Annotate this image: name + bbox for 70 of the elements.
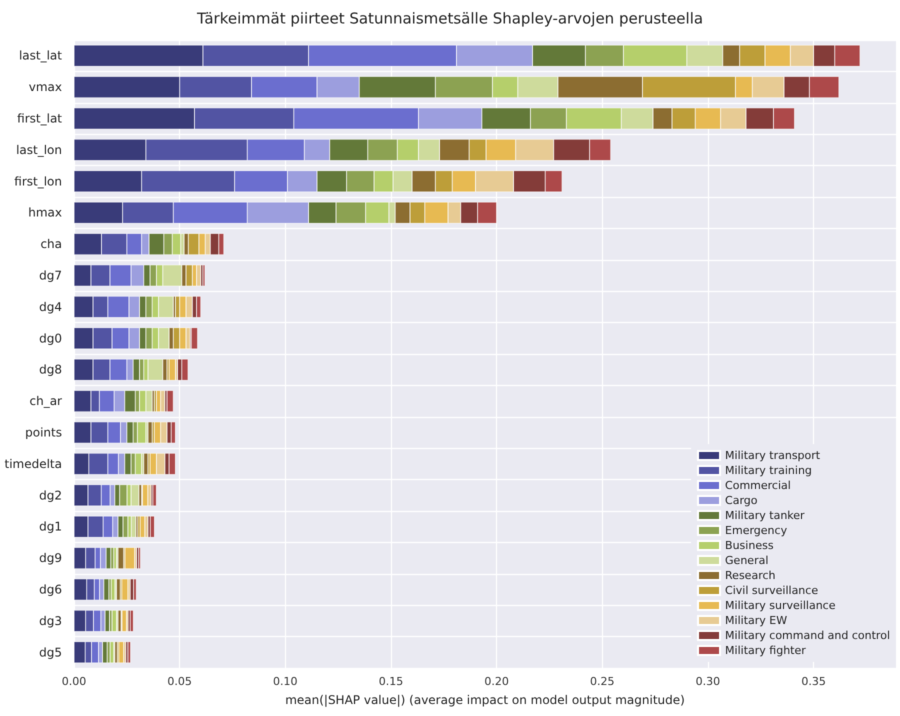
bar	[110, 642, 114, 663]
y-tick-label: ch_ar	[30, 394, 62, 408]
legend-label: Civil surveillance	[725, 584, 818, 597]
legend-label: Military training	[725, 464, 812, 477]
x-tick-label: 0.00	[62, 675, 86, 688]
y-tick-label: points	[25, 426, 62, 440]
bar	[148, 359, 163, 380]
bar	[142, 484, 148, 506]
bar	[137, 422, 146, 444]
bar	[122, 610, 126, 632]
bar	[156, 390, 161, 412]
legend-label: Emergency	[725, 524, 788, 537]
y-tick-label: dg1	[39, 520, 62, 534]
x-tick-label: 0.05	[167, 675, 192, 688]
y-tick-label: cha	[40, 237, 62, 252]
y-tick-label: last_lon	[16, 142, 62, 157]
bar	[130, 578, 134, 600]
y-tick-label: dg6	[39, 582, 62, 596]
y-tick-label: first_lon	[14, 174, 62, 188]
bar	[102, 642, 108, 663]
legend-label: Commercial	[725, 479, 791, 492]
chart-title: Tärkeimmät piirteet Satunnaismetsälle Shapley-arvojen perusteella	[196, 10, 704, 28]
bar	[104, 578, 109, 600]
y-tick-label: dg3	[39, 614, 62, 628]
legend-label: Military surveillance	[725, 599, 836, 612]
y-tick-label: dg2	[39, 488, 62, 502]
x-tick-label: 0.30	[696, 675, 720, 688]
bar	[166, 390, 174, 412]
bar	[169, 359, 176, 380]
bar	[144, 453, 148, 475]
bar	[131, 516, 136, 538]
bar	[171, 422, 176, 444]
y-tick-label: dg7	[39, 268, 62, 282]
bar	[128, 642, 131, 663]
x-tick-label: 0.10	[273, 675, 298, 688]
bar	[118, 642, 124, 663]
x-tick-label: 0.15	[378, 675, 404, 688]
bar	[135, 453, 142, 475]
bar	[148, 422, 152, 444]
bar	[160, 390, 165, 412]
y-tick-label: dg4	[39, 300, 62, 314]
y-tick-label: dg9	[39, 551, 62, 566]
bar	[186, 264, 192, 286]
bar	[182, 359, 188, 380]
x-axis-title: mean(|SHAP value|) (average impact on model output magnitude)	[285, 693, 685, 707]
y-tick-label: dg0	[39, 331, 62, 346]
x-tick-label: 0.20	[484, 675, 509, 688]
legend-label: General	[725, 554, 768, 567]
y-tick-label: first_lat	[17, 112, 62, 126]
legend-label: Business	[725, 539, 774, 552]
legend-label: Military command and control	[725, 629, 890, 642]
x-tick-label: 0.25	[590, 675, 615, 688]
legend-label: Research	[725, 569, 776, 582]
x-tick-label: 0.35	[801, 675, 826, 688]
legend-label: Military EW	[725, 614, 788, 627]
y-tick-label: hmax	[28, 206, 62, 220]
y-tick-label: dg8	[39, 362, 62, 377]
y-tick-label: dg5	[39, 645, 62, 660]
legend-label: Military transport	[725, 449, 821, 462]
bar	[140, 516, 145, 538]
bar	[130, 610, 134, 632]
bar	[134, 578, 136, 600]
y-tick-label: timedelta	[4, 456, 62, 471]
legend-label: Military tanker	[725, 509, 806, 522]
y-tick-label: last_lat	[18, 48, 62, 63]
bar	[150, 516, 155, 538]
legend-label: Military fighter	[725, 644, 806, 657]
legend-label: Cargo	[725, 494, 758, 507]
y-tick-label: vmax	[28, 80, 62, 94]
bar	[131, 484, 139, 506]
